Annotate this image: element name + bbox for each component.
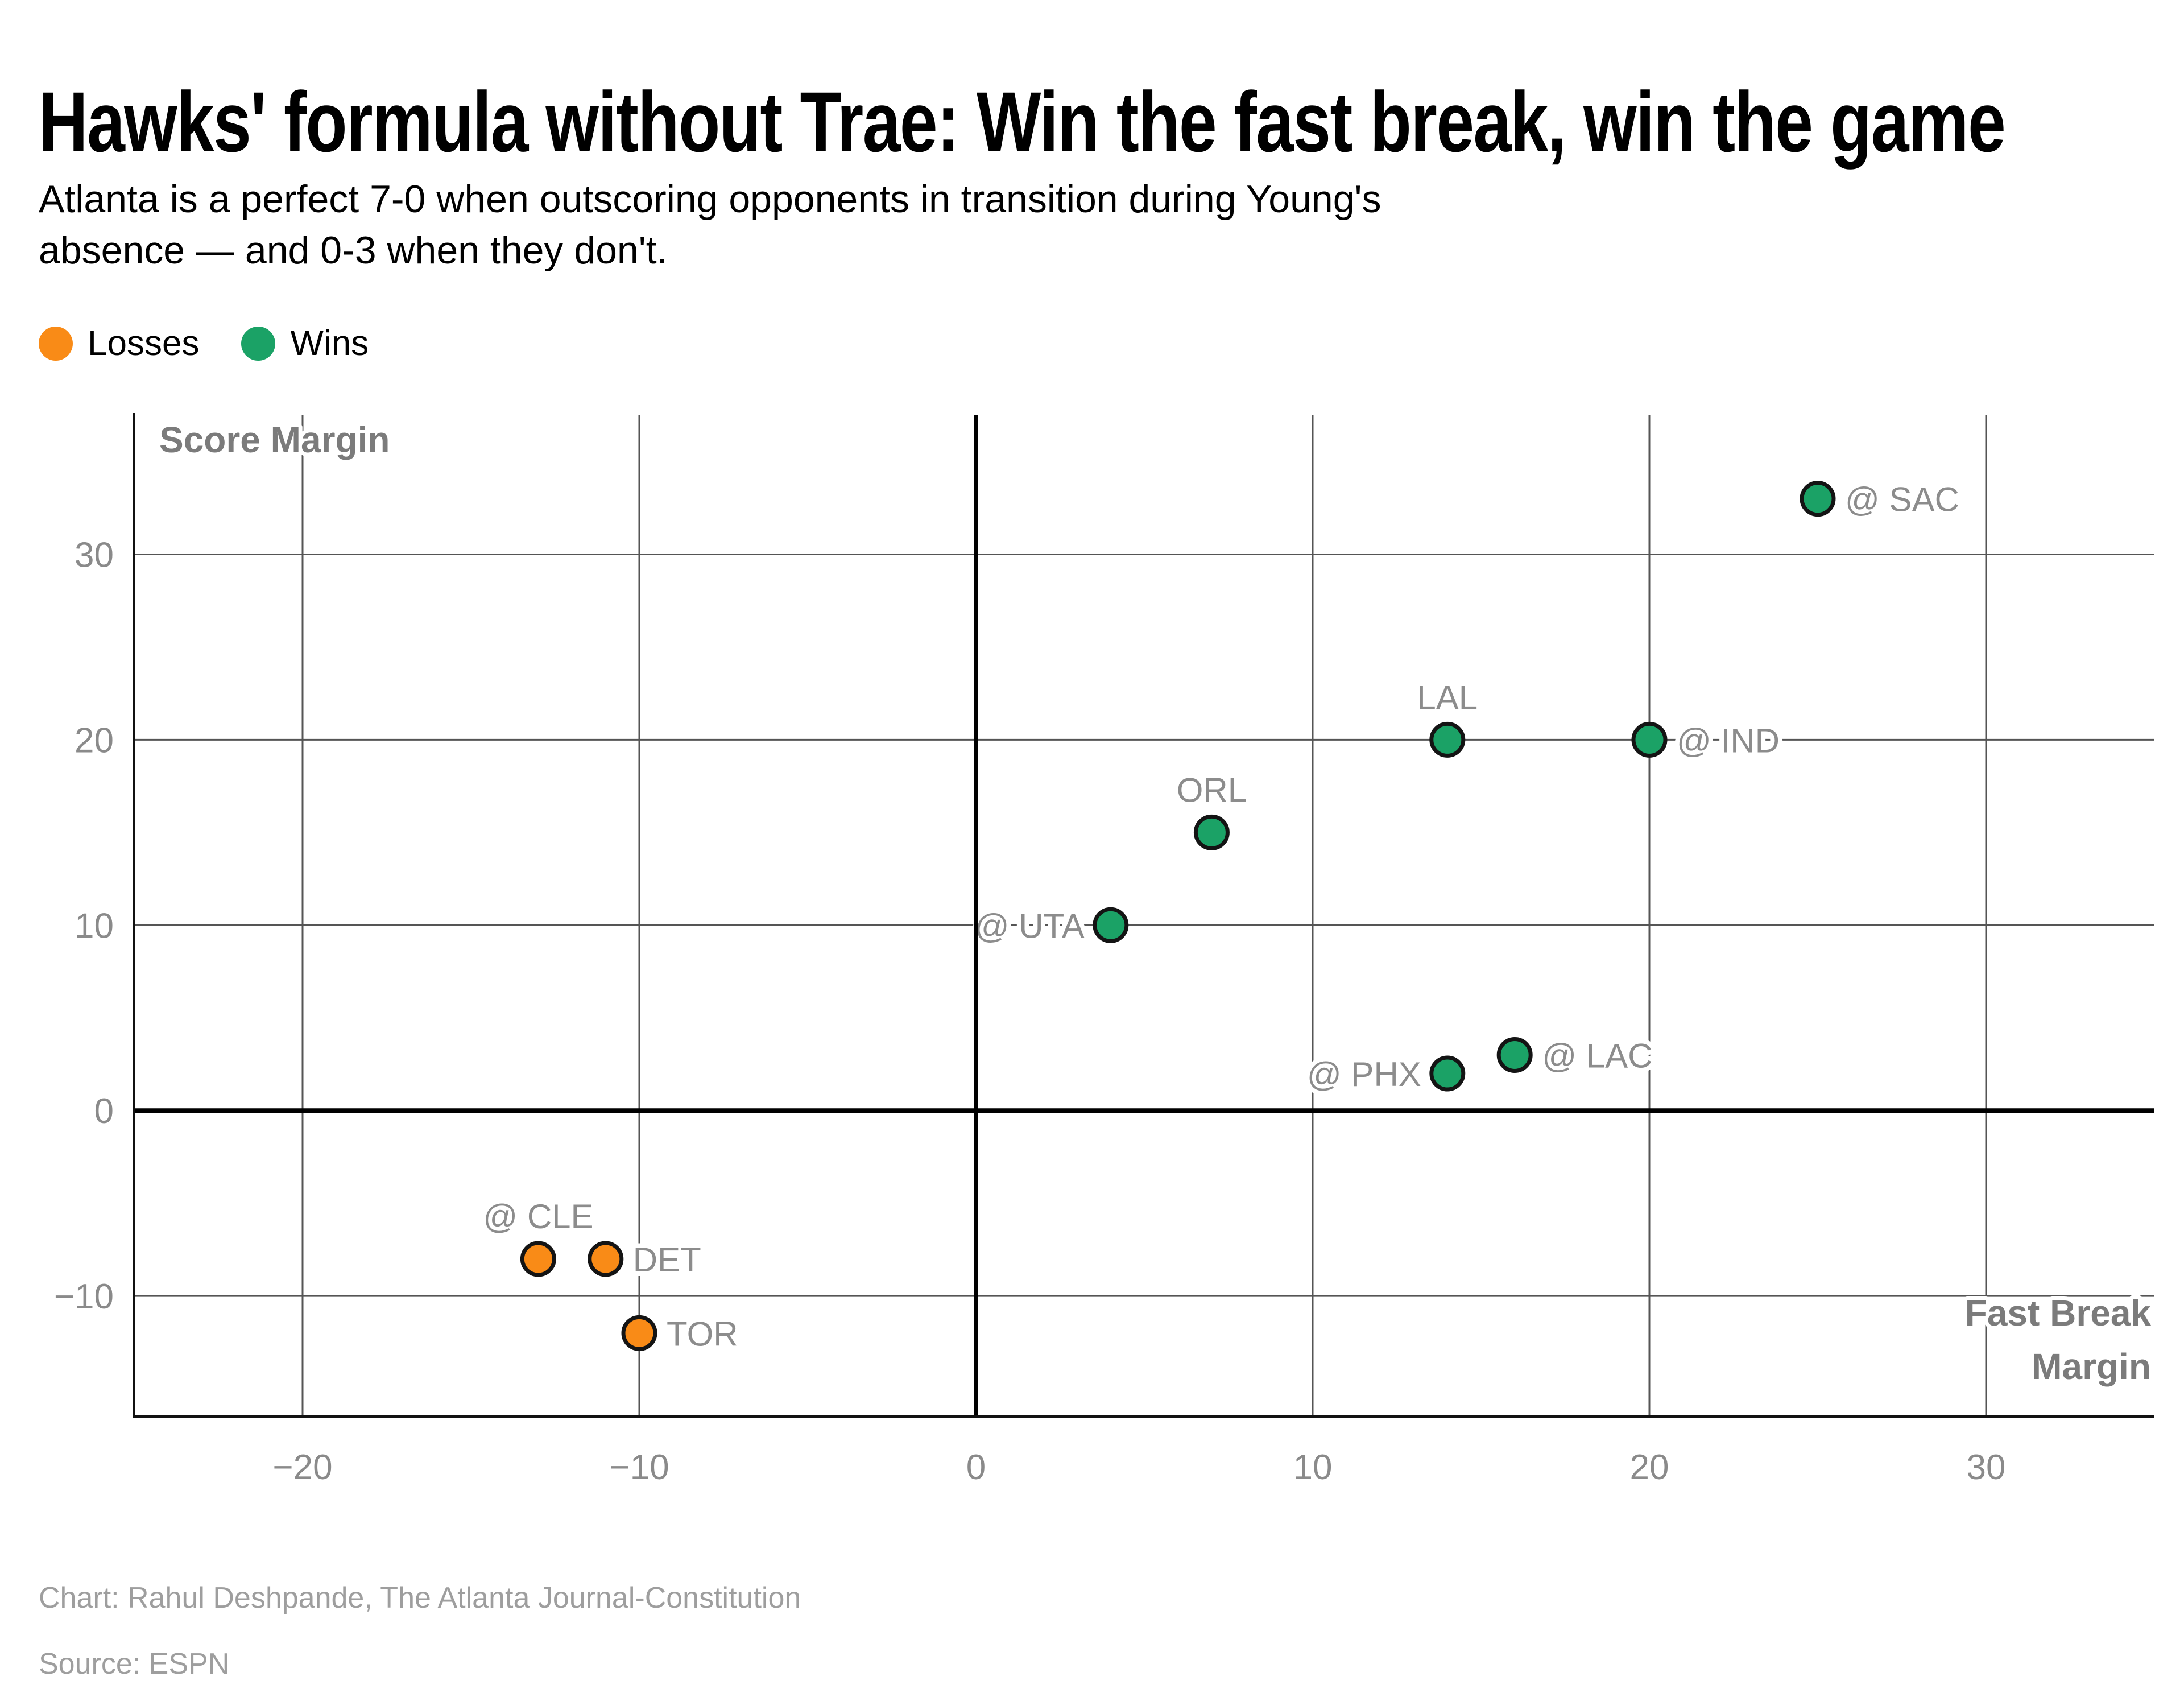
point-tor bbox=[621, 1315, 657, 1351]
chart-credit: Chart: Rahul Deshpande, The Atlanta Jour… bbox=[39, 1581, 801, 1614]
point-lac bbox=[1496, 1037, 1533, 1073]
point-label-tor: TOR bbox=[667, 1315, 738, 1353]
y-tick-10: 10 bbox=[75, 906, 114, 945]
point-uta bbox=[1093, 907, 1129, 943]
point-label-det: DET bbox=[633, 1241, 701, 1279]
y-tick-0: 0 bbox=[94, 1092, 114, 1131]
point-sac bbox=[1800, 481, 1836, 517]
losses-label: Losses bbox=[88, 324, 200, 363]
page-subtitle: Atlanta is a perfect 7-0 when outscoring… bbox=[39, 177, 1381, 272]
x-tick-10: 10 bbox=[1293, 1448, 1333, 1487]
wins-swatch-icon bbox=[241, 326, 276, 361]
x-axis-title-line1: Fast Break bbox=[1965, 1293, 2152, 1333]
legend: Losses Wins bbox=[39, 323, 369, 364]
y-tick-20: 20 bbox=[75, 721, 114, 760]
point-label-lac: @ LAC bbox=[1542, 1037, 1652, 1075]
point-orl bbox=[1193, 814, 1230, 850]
point-label-phx: @ PHX bbox=[1307, 1055, 1421, 1093]
losses-swatch-icon bbox=[39, 326, 73, 361]
point-label-orl: ORL bbox=[1177, 771, 1247, 809]
y-tick-−10: −10 bbox=[54, 1277, 114, 1316]
point-ind bbox=[1631, 721, 1668, 758]
point-phx bbox=[1429, 1055, 1466, 1092]
legend-item-wins: Wins bbox=[241, 323, 369, 364]
x-tick-0: 0 bbox=[966, 1448, 986, 1487]
x-tick-30: 30 bbox=[1967, 1448, 2006, 1487]
page-title: Hawks' formula without Trae: Win the fas… bbox=[39, 73, 2006, 170]
point-label-cle: @ CLE bbox=[483, 1198, 593, 1236]
chart-source: Source: ESPN bbox=[39, 1647, 230, 1680]
point-label-ind: @ IND bbox=[1677, 721, 1780, 759]
point-label-lal: LAL bbox=[1417, 678, 1478, 716]
x-axis-title-line2: Margin bbox=[2032, 1346, 2151, 1387]
point-cle bbox=[520, 1241, 556, 1277]
x-tick-−10: −10 bbox=[609, 1448, 669, 1487]
x-tick-−20: −20 bbox=[272, 1448, 332, 1487]
legend-item-losses: Losses bbox=[39, 323, 199, 364]
point-lal bbox=[1429, 721, 1466, 758]
x-tick-20: 20 bbox=[1630, 1448, 1669, 1487]
y-axis-title: Score Margin bbox=[159, 419, 390, 460]
point-label-uta: @ UTA bbox=[975, 907, 1085, 945]
wins-label: Wins bbox=[290, 324, 369, 363]
point-label-sac: @ SAC bbox=[1845, 481, 1959, 519]
point-det bbox=[588, 1241, 624, 1277]
y-tick-30: 30 bbox=[75, 535, 114, 575]
